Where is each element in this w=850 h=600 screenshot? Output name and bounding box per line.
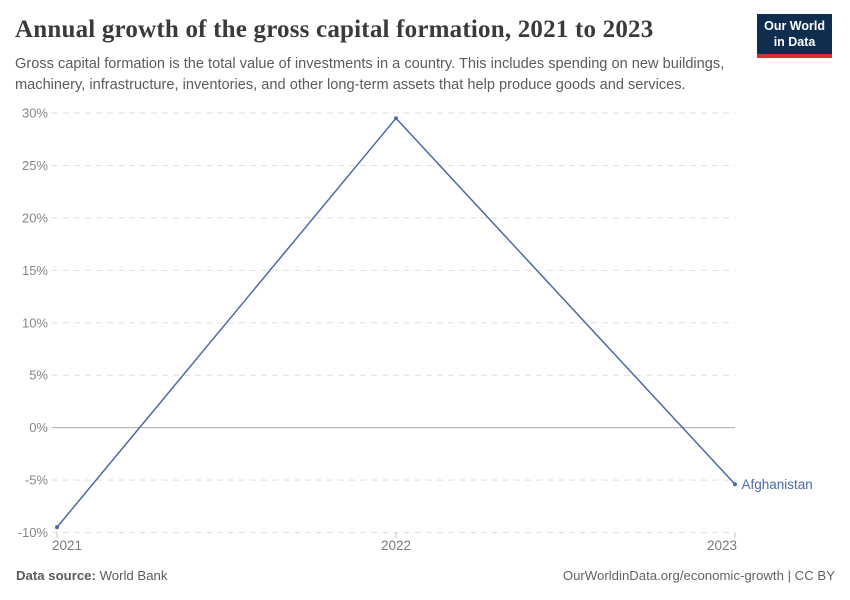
data-source: Data source: World Bank (16, 568, 167, 583)
data-point (394, 116, 398, 121)
x-tick-label: 2023 (707, 538, 737, 553)
owid-logo[interactable]: Our World in Data (757, 14, 832, 59)
y-tick-label: -10% (18, 525, 49, 540)
data-point (733, 482, 737, 487)
chart-subtitle: Gross capital formation is the total val… (15, 56, 725, 93)
data-point (55, 525, 59, 530)
series-label[interactable]: Afghanistan (742, 477, 813, 492)
y-tick-label: 5% (29, 368, 48, 383)
y-tick-label: 10% (22, 315, 48, 330)
data-source-value: World Bank (99, 568, 168, 583)
data-source-label: Data source: (16, 568, 96, 583)
chart-footer: Data source: World Bank OurWorldinData.o… (16, 568, 835, 583)
credit-link[interactable]: OurWorldinData.org/economic-growth | CC … (562, 568, 835, 583)
y-tick-label: 20% (22, 210, 48, 225)
x-tick-label: 2021 (52, 538, 82, 553)
y-tick-label: 0% (29, 420, 48, 435)
owid-logo-line2: in Data (773, 34, 816, 49)
owid-logo-line1: Our World (764, 19, 825, 33)
y-tick-label: 30% (22, 106, 48, 121)
y-tick-label: 25% (22, 158, 48, 173)
page-title: Annual growth of the gross capital forma… (15, 16, 654, 43)
y-tick-label: 15% (22, 263, 48, 278)
x-tick-label: 2022 (381, 538, 411, 553)
y-tick-label: -5% (25, 473, 49, 488)
